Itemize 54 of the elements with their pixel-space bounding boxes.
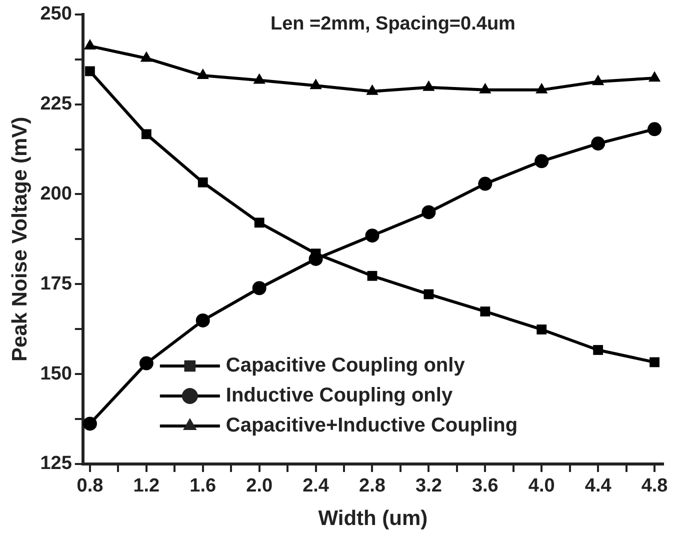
x-tick-label: 2.8: [359, 476, 386, 497]
point: [478, 176, 492, 191]
y-tick-label: 250: [40, 4, 72, 25]
x-tick-label: 2.4: [302, 476, 330, 497]
y-tick-label: 125: [40, 453, 72, 474]
point: [536, 324, 547, 334]
x-tick-label: 4.8: [641, 476, 668, 497]
point: [253, 73, 266, 84]
y-tick-label: 175: [40, 273, 72, 294]
point: [648, 71, 661, 82]
x-tick-label: 0.8: [76, 476, 104, 497]
point: [310, 78, 322, 90]
point: [85, 66, 95, 76]
point: [648, 122, 662, 136]
point: [196, 68, 209, 80]
x-tick-label: 3.6: [472, 476, 498, 497]
point: [591, 136, 606, 151]
point: [650, 357, 660, 368]
legend-label: Inductive Coupling only: [226, 384, 454, 407]
y-tick-label: 200: [40, 183, 72, 204]
point: [82, 416, 97, 431]
point: [367, 270, 378, 281]
point: [198, 177, 208, 188]
point: [479, 82, 492, 94]
x-axis-title: Width (um): [318, 507, 428, 530]
point: [592, 74, 604, 86]
point: [140, 51, 152, 62]
point: [139, 356, 154, 370]
point: [196, 313, 210, 328]
x-tick-label: 2.0: [246, 476, 273, 497]
x-tick-label: 4.4: [584, 476, 612, 497]
point: [252, 281, 266, 296]
x-tick-label: 1.2: [133, 476, 160, 497]
x-tick-label: 3.2: [415, 476, 442, 497]
x-tick-label: 1.6: [190, 476, 216, 497]
chart-title: Len =2mm, Spacing=0.4um: [270, 14, 516, 35]
y-tick-label: 225: [40, 94, 72, 115]
point: [254, 218, 264, 228]
legend-label: Capacitive Coupling only: [226, 354, 466, 377]
point: [365, 228, 380, 243]
x-tick-label: 4.0: [528, 476, 555, 497]
point: [480, 306, 490, 316]
y-axis-title: Peak Noise Voltage (mV): [8, 116, 32, 362]
point: [141, 129, 152, 140]
point: [366, 84, 378, 95]
y-tick-label: 150: [40, 363, 72, 384]
legend-label: Capacitive+Inductive Coupling: [226, 414, 518, 437]
point: [593, 345, 604, 355]
point: [536, 82, 548, 94]
point: [424, 289, 434, 300]
point: [422, 205, 436, 220]
point: [534, 154, 549, 168]
point: [84, 39, 96, 50]
point: [422, 80, 435, 91]
